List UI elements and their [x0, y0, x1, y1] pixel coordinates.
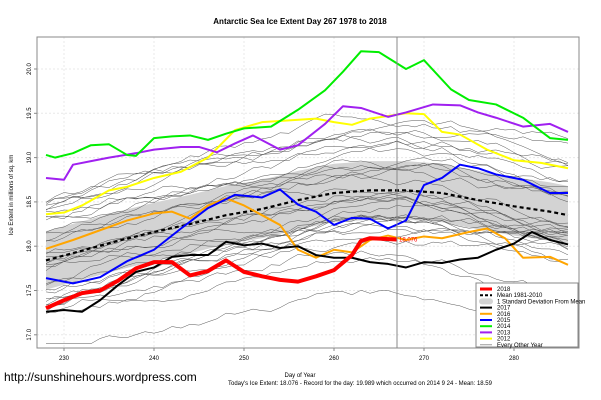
- x-axis-label: Day of Year: [284, 373, 315, 379]
- series-line-2017: [45, 231, 569, 313]
- every-other-year-line: [45, 216, 569, 286]
- every-other-year-line: [45, 163, 569, 233]
- x-tick-label: 260: [329, 356, 340, 362]
- series-line-2014: [45, 50, 569, 159]
- source-url: http://sunshinehours.wordpress.com: [4, 370, 197, 384]
- every-other-year-line: [45, 157, 569, 242]
- legend-label: 2016: [497, 312, 511, 318]
- every-other-year-line: [45, 215, 569, 299]
- every-other-year-line: [45, 163, 569, 219]
- y-tick-label: 18.5: [27, 195, 33, 207]
- every-other-year-line: [45, 238, 569, 306]
- series-line-2013: [45, 103, 569, 181]
- y-tick-label: 20.0: [27, 63, 33, 75]
- every-other-year-line: [45, 250, 569, 312]
- every-other-year-line: [45, 215, 569, 264]
- every-other-year-line: [45, 141, 569, 213]
- series-line-2012: [45, 112, 569, 216]
- x-tick-label: 250: [239, 356, 250, 362]
- y-axis-label: Ice Extent in millions of sq. km: [9, 155, 15, 236]
- x-axis: 230 240 250 260 270 280: [59, 348, 520, 362]
- legend-box: [475, 282, 579, 348]
- y-axis: 17.0 17.5 18.0 18.5 19.0 19.5 20.0: [27, 63, 37, 341]
- legend-swatch: [479, 298, 493, 305]
- every-other-year-line: [45, 214, 569, 306]
- legend-label: 2014: [497, 324, 511, 330]
- y-tick-label: 19.5: [27, 107, 33, 119]
- every-other-year-line: [45, 128, 569, 203]
- x-tick-label: 240: [149, 356, 160, 362]
- y-tick-label: 19.0: [27, 151, 33, 163]
- series-lines: [45, 50, 569, 313]
- legend-label: 2013: [497, 330, 511, 336]
- legend-label: 2015: [497, 318, 511, 324]
- legend-label: Mean 1981-2010: [497, 293, 543, 299]
- legend-label: Every Other Year: [497, 343, 543, 349]
- series-line-mean-1981-2010: [45, 189, 569, 262]
- series-line-2018: [45, 236, 398, 311]
- series-line-2015: [45, 163, 568, 285]
- other-years: [45, 113, 569, 344]
- legend-label: 2012: [497, 337, 511, 343]
- every-other-year-line: [45, 146, 569, 203]
- every-other-year-line: [45, 162, 569, 218]
- every-other-year-line: [45, 257, 569, 314]
- y-tick-label: 17.5: [27, 284, 33, 296]
- every-other-year-line: [45, 191, 569, 265]
- y-tick-label: 18.0: [27, 240, 33, 252]
- legend-label: 2017: [497, 306, 511, 312]
- every-other-year-line: [45, 188, 569, 236]
- plot-frame: [36, 36, 580, 349]
- footer-summary: Today's Ice Extent: 18.076 - Record for …: [228, 381, 493, 387]
- y-tick-label: 17.0: [27, 328, 33, 340]
- every-other-year-line: [45, 113, 569, 206]
- end-value-label: 18.076: [399, 237, 418, 243]
- x-tick-label: 280: [509, 356, 520, 362]
- chart-title: Antarctic Sea Ice Extent Day 267 1978 to…: [213, 17, 387, 26]
- legend-label: 2018: [497, 287, 511, 293]
- legend-label: 1 Standard Deviation From Mean: [497, 299, 585, 305]
- every-other-year-line: [45, 224, 569, 302]
- series-line-2016: [45, 197, 569, 266]
- every-other-year-line: [45, 192, 569, 255]
- x-tick-label: 230: [59, 356, 70, 362]
- x-tick-label: 270: [419, 356, 430, 362]
- every-other-year-line: [45, 229, 569, 313]
- every-other-year-line: [45, 130, 569, 210]
- every-other-year-line: [45, 140, 569, 221]
- every-other-year-line: [45, 159, 569, 242]
